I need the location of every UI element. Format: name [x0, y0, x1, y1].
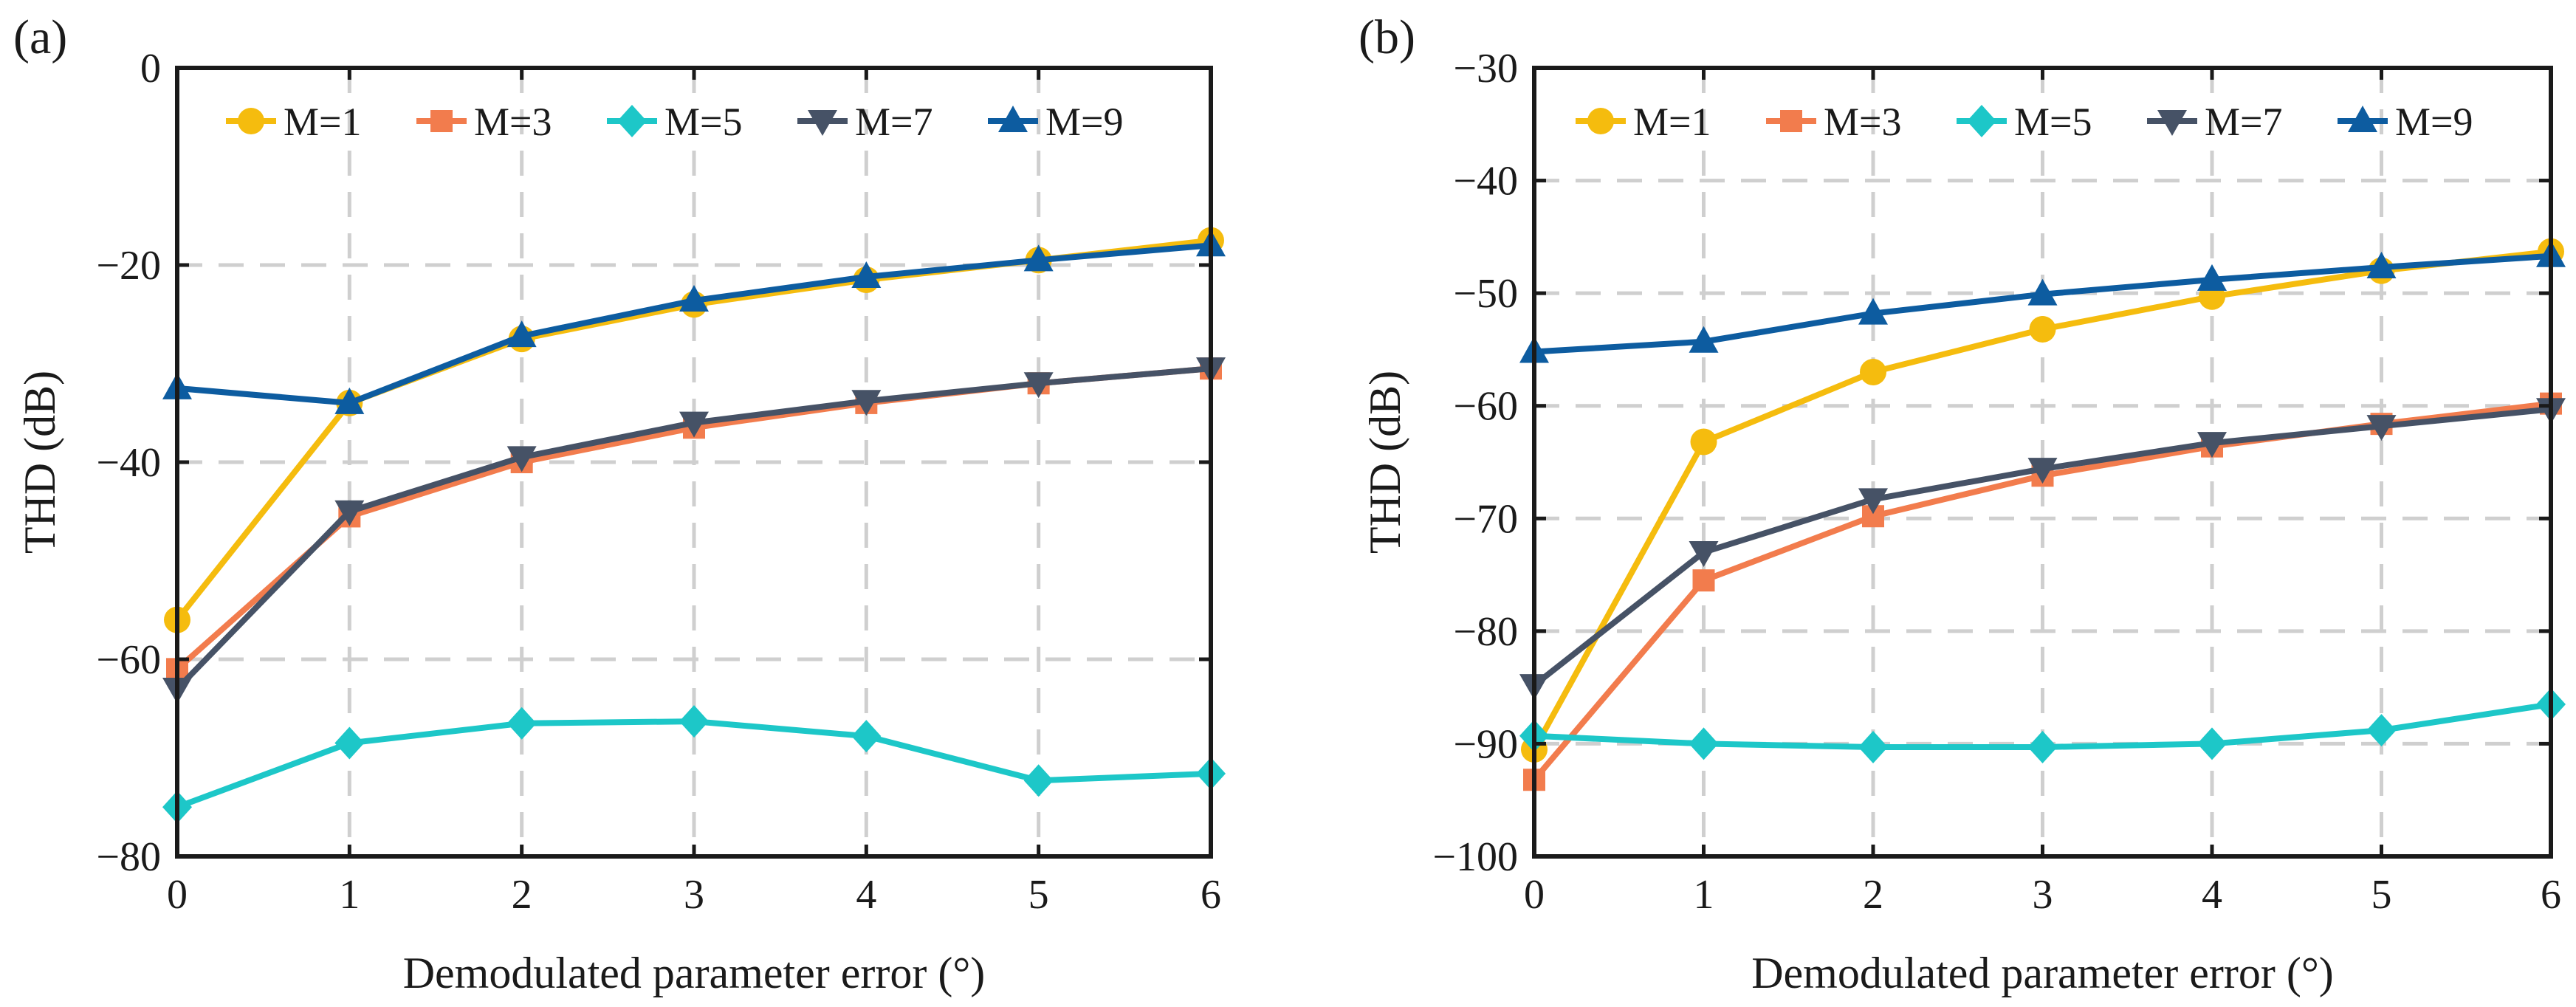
- legend-marker-M=9: [2348, 106, 2377, 132]
- y-tick-label: −30: [1453, 46, 1518, 92]
- x-tick-label: 4: [2202, 872, 2222, 918]
- data-point-M=9: [2366, 252, 2397, 279]
- y-tick-label: −20: [96, 243, 161, 289]
- data-point-M=5: [679, 705, 709, 738]
- legend-label: M=1: [1633, 100, 1711, 144]
- legend-label: M=9: [2395, 100, 2473, 144]
- x-tick-label: 6: [1201, 872, 1221, 918]
- data-point-M=7: [1858, 488, 1888, 515]
- x-tick-label: 1: [1694, 872, 1714, 918]
- data-point-M=3: [1692, 569, 1715, 592]
- y-tick-label: −80: [96, 834, 161, 880]
- data-point-M=7: [679, 411, 709, 438]
- legend-marker-M=9: [998, 106, 1028, 132]
- y-tick-label: −60: [96, 637, 161, 683]
- legend-label: M=5: [664, 100, 742, 144]
- legend-marker-M=5: [617, 105, 647, 137]
- x-tick-label: 2: [1863, 872, 1883, 918]
- legend-label: M=5: [2014, 100, 2092, 144]
- x-tick-label: 0: [1524, 872, 1545, 918]
- legend-label: M=9: [1045, 100, 1123, 144]
- legend-marker-M=3: [430, 110, 453, 132]
- legend-label: M=1: [284, 100, 361, 144]
- x-tick-label: 0: [167, 872, 188, 918]
- data-point-M=5: [506, 707, 537, 740]
- x-axis-label: Demodulated parameter error (°): [403, 949, 986, 997]
- data-point-M=9: [506, 320, 537, 348]
- data-point-M=7: [2027, 458, 2058, 484]
- legend-label: M=7: [855, 100, 932, 144]
- data-point-M=5: [851, 720, 882, 753]
- data-point-M=5: [1689, 727, 1719, 760]
- chart-panel-a: 0 1 2 3 4 5 6 0 −20 −40 −60 −80 Demodulated paramete…: [13, 10, 1226, 997]
- y-tick-label: −40: [1453, 159, 1518, 205]
- y-tick-label: −50: [1453, 271, 1518, 317]
- y-tick-label: −100: [1432, 834, 1518, 880]
- legend-marker-M=7: [808, 110, 837, 136]
- x-tick-label: 5: [2371, 872, 2392, 918]
- data-point-M=7: [2197, 432, 2227, 458]
- data-point-M=7: [851, 390, 882, 416]
- legend-label: M=3: [1824, 100, 1901, 144]
- chart-panel-b: 0 1 2 3 4 5 6 −30 −40 −50 −60 −70 −80 −90 −100 Demodula…: [1359, 10, 2566, 997]
- legend: M=1 M=3 M=5 M=7 M=9: [226, 100, 1123, 144]
- panel-label: (a): [13, 10, 67, 64]
- legend-marker-M=7: [2157, 110, 2187, 136]
- data-point-M=7: [1023, 372, 1054, 399]
- data-point-M=5: [1858, 731, 1888, 764]
- data-point-M=7: [334, 500, 365, 526]
- legend-label: M=7: [2205, 100, 2282, 144]
- data-point-M=9: [851, 261, 882, 289]
- x-tick-label: 4: [856, 872, 876, 918]
- legend: M=1 M=3 M=5 M=7 M=9: [1576, 100, 2473, 144]
- legend-marker-M=3: [1780, 110, 1802, 132]
- y-tick-label: −90: [1453, 721, 1518, 767]
- x-tick-label: 2: [512, 872, 532, 918]
- y-tick-label: −60: [1453, 384, 1518, 430]
- x-axis-label: Demodulated parameter error (°): [1751, 949, 2334, 997]
- data-point-M=5: [1023, 764, 1054, 797]
- data-point-M=9: [1858, 298, 1888, 325]
- data-point-M=9: [679, 285, 709, 312]
- y-tick-label: −80: [1453, 609, 1518, 655]
- data-point-M=1: [2029, 315, 2056, 343]
- data-point-M=1: [1690, 428, 1717, 456]
- panel-label: (b): [1359, 10, 1415, 64]
- data-point-M=9: [2197, 264, 2227, 291]
- data-point-M=9: [334, 387, 365, 414]
- legend-marker-M=1: [1587, 108, 1614, 134]
- legend-marker-M=5: [1967, 105, 1996, 137]
- y-axis-label: THD (dB): [1361, 371, 1409, 554]
- data-point-M=5: [2197, 727, 2227, 760]
- y-tick-label: 0: [140, 46, 161, 92]
- x-tick-label: 1: [339, 872, 360, 918]
- data-point-M=7: [506, 446, 537, 472]
- data-point-M=7: [2366, 415, 2397, 441]
- x-tick-label: 3: [2033, 872, 2053, 918]
- data-point-M=5: [2366, 714, 2397, 747]
- x-tick-label: 3: [684, 872, 704, 918]
- data-point-M=5: [334, 726, 365, 760]
- legend-marker-M=1: [238, 108, 264, 134]
- data-point-M=9: [2027, 278, 2058, 306]
- y-tick-label: −70: [1453, 496, 1518, 542]
- data-point-M=7: [1689, 541, 1719, 568]
- data-point-M=9: [1023, 244, 1054, 272]
- data-point-M=9: [1689, 326, 1719, 353]
- y-tick-label: −40: [96, 440, 161, 486]
- x-tick-label: 5: [1028, 872, 1049, 918]
- y-axis-label: THD (dB): [16, 371, 64, 554]
- x-tick-label: 6: [2541, 872, 2561, 918]
- legend-label: M=3: [474, 100, 552, 144]
- data-point-M=5: [2027, 731, 2058, 764]
- data-point-M=1: [1860, 358, 1886, 385]
